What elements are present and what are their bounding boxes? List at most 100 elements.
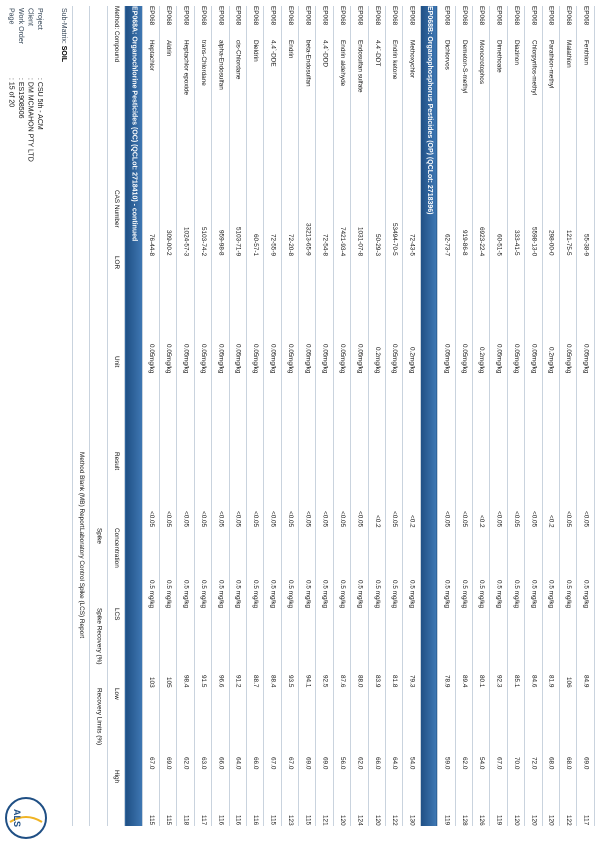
cell: 0.5 mg/kg [141,527,160,608]
cell: 72.0 [524,687,543,770]
cell: 121-75-5 [558,190,577,256]
cell: <0.05 [332,452,351,528]
cell: EP068 [176,6,195,40]
data-row: EP068 Dichlorvos 62-73-7 0.05 mg/kg <0.05 0.5 … [437,6,456,826]
cell: 0.2 [471,256,490,356]
cell: 59.0 [437,687,456,770]
cell: Fenthion [576,40,595,190]
cell: 62.0 [350,687,369,770]
cell: mg/kg [402,356,421,452]
cell: EP068 [211,6,230,40]
cell: Dimethoate [489,40,508,190]
value: : CSU 5th - ACM [36,78,43,130]
cell: EP068 [228,6,247,40]
cell: EP068 [350,6,369,40]
cell: 100 [593,607,599,688]
cell: 62.0 [454,687,473,770]
label: Client [26,8,34,26]
cell: 1024-57-3 [176,190,195,256]
cell: 0.5 mg/kg [298,527,316,608]
column-header: LCS [106,607,125,688]
cell: 80.1 [471,607,490,688]
cell: <0.05 [593,452,599,528]
cell: mg/kg [193,356,212,452]
cell: 84.6 [524,607,543,688]
cell: <0.05 [437,452,456,528]
cell: 120 [332,769,351,826]
data-row: EP068 Dieldrin 60-57-1 0.05 mg/kg <0.05 0.5 mg… [245,6,264,826]
cell: <0.2 [367,452,386,528]
cell: 118 [176,769,195,826]
header-row: Spike Spike Recovery (%) Recovery Limits (… [89,6,108,826]
cell: 115 [158,769,177,826]
cell: 64.0 [228,687,247,770]
data-row: EP068 4.4`-DDE 72-55-9 0.05 mg/kg <0.05 0.5 mg… [263,6,282,826]
cell: mg/kg [576,356,595,452]
cell: 55-38-9 [576,190,595,256]
cell: EP068 [437,6,456,40]
cell: mg/kg [141,356,160,452]
cell: EP068 [141,6,160,40]
cell: <0.05 [280,452,299,528]
cell: 4.4`-DDE [263,40,282,190]
cell: 0.05 [350,256,369,356]
cell: 0.2 [541,256,560,356]
cell: 91.5 [193,607,212,688]
cell: 98.4 [176,607,195,688]
data-row: EP068 Diazinon 333-41-5 0.05 mg/kg <0.05 0.5 m… [506,6,525,826]
cell: 81.9 [541,607,560,688]
cell: 0.5 mg/kg [524,527,543,608]
cell: mg/kg [298,356,316,452]
cell: 105 [158,607,177,688]
cell: Dichlorvos [437,40,456,190]
cell: 72-20-8 [280,190,299,256]
cell: EP068 [332,6,351,40]
cell: <0.2 [471,452,490,528]
data-row: EP068 Dimethoate 60-51-5 0.05 mg/kg <0.05 0.5 … [489,6,508,826]
cell: Endrin [280,40,299,190]
cell: 62-73-7 [437,190,456,256]
group-header: Spike Recovery (%) [89,607,108,688]
data-row: EP068 Monocrotophos 6923-22-4 0.2 mg/kg <0.2 0… [471,6,490,826]
cell: 68.0 [541,687,560,770]
column-header: LOR [106,256,125,356]
cell: 115 [298,769,316,826]
cell: <0.05 [558,452,577,528]
cell: EP068 [506,6,525,40]
cell: <0.2 [402,452,421,528]
cell: EP068 [489,6,508,40]
cell: <0.05 [141,452,160,528]
cell: EP068 [263,6,282,40]
cell: 0.5 mg/kg [558,527,577,608]
data-row: EP068 alpha-Endosulfan 959-98-8 0.05 mg/kg <0… [211,6,230,826]
cell: 0.05 [576,256,595,356]
cell: 0.5 mg/kg [332,527,351,608]
cell: 309-00-2 [158,190,177,256]
cell: 96.6 [211,607,230,688]
data-row: EP068 Parathion-methyl 298-00-0 0.2 mg/kg <0.… [541,6,560,826]
cell: EP068 [454,6,473,40]
cell: mg/kg [280,356,299,452]
cell: 69.0 [315,687,334,770]
cell: 0.05 [506,256,525,356]
cell: 116 [228,769,247,826]
report-header: Page: 15 of 20 Work Order: ES1908506 Cli… [6,8,44,162]
cell: 0.5 mg/kg [350,527,369,608]
header-row: Project: CSU 5th - ACM [35,8,45,162]
cell: 60-57-1 [245,190,264,256]
group-header: Recovery Limits (%) [89,687,108,826]
cell: Heptachlor [141,40,160,190]
cell: 0.5 mg/kg [471,527,490,608]
cell: 0.2 [367,256,386,356]
data-row: EP068 Endosulfan sulfate 1031-07-8 0.05 mg/k… [350,6,369,826]
cell: 53494-70-5 [385,190,403,256]
cell: 67.0 [263,687,282,770]
cell: Heptachlor epoxide [176,40,195,190]
cell: Parathion-methyl [541,40,560,190]
label: Work Order [17,8,24,45]
cell: EP068 [541,6,560,40]
cell: 94.1 [298,607,316,688]
cell: 0.05 [315,256,334,356]
data-row: EP068 4.4`-DDD 72-54-8 0.05 mg/kg <0.05 0.5 mg… [315,6,334,826]
cell: <0.05 [228,452,247,528]
